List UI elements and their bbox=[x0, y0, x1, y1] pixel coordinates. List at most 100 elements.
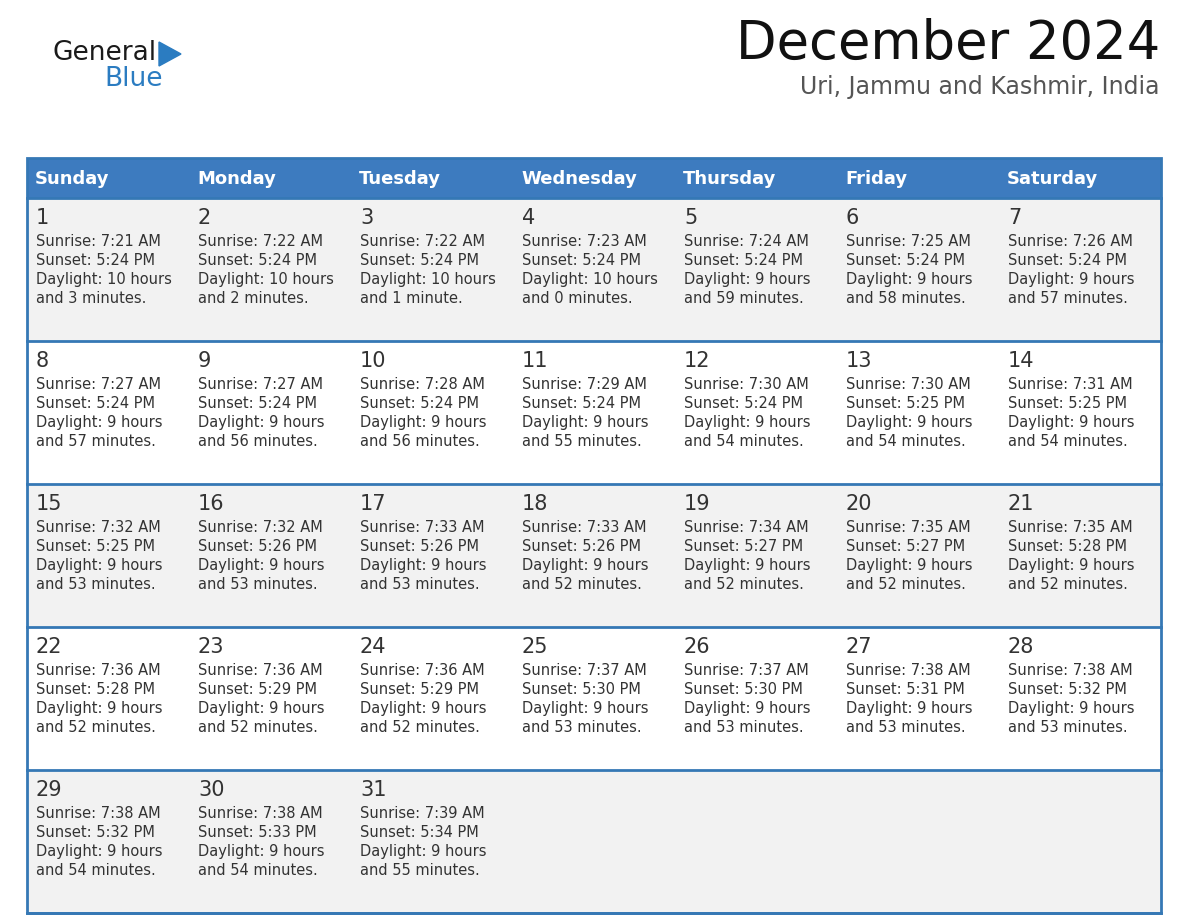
Text: and 52 minutes.: and 52 minutes. bbox=[522, 577, 642, 592]
Text: Sunrise: 7:37 AM: Sunrise: 7:37 AM bbox=[684, 663, 809, 678]
Text: and 55 minutes.: and 55 minutes. bbox=[360, 863, 480, 878]
Text: and 59 minutes.: and 59 minutes. bbox=[684, 291, 803, 306]
Text: Sunset: 5:24 PM: Sunset: 5:24 PM bbox=[36, 253, 154, 268]
Text: and 53 minutes.: and 53 minutes. bbox=[522, 720, 642, 735]
Text: 31: 31 bbox=[360, 780, 386, 800]
Text: and 54 minutes.: and 54 minutes. bbox=[198, 863, 317, 878]
Text: Sunrise: 7:26 AM: Sunrise: 7:26 AM bbox=[1007, 234, 1133, 249]
Text: Sunset: 5:32 PM: Sunset: 5:32 PM bbox=[1007, 682, 1126, 697]
Text: Sunset: 5:24 PM: Sunset: 5:24 PM bbox=[846, 253, 965, 268]
Text: 17: 17 bbox=[360, 494, 386, 514]
Text: Sunrise: 7:33 AM: Sunrise: 7:33 AM bbox=[360, 520, 485, 535]
Bar bbox=[27, 158, 1161, 913]
Text: and 58 minutes.: and 58 minutes. bbox=[846, 291, 966, 306]
Text: Sunset: 5:24 PM: Sunset: 5:24 PM bbox=[360, 396, 479, 411]
Text: 28: 28 bbox=[1007, 637, 1035, 657]
Text: 14: 14 bbox=[1007, 351, 1035, 371]
Text: and 53 minutes.: and 53 minutes. bbox=[684, 720, 803, 735]
Text: Sunday: Sunday bbox=[36, 170, 109, 188]
Text: and 52 minutes.: and 52 minutes. bbox=[1007, 577, 1127, 592]
Text: Sunrise: 7:23 AM: Sunrise: 7:23 AM bbox=[522, 234, 646, 249]
Text: Sunset: 5:28 PM: Sunset: 5:28 PM bbox=[1007, 539, 1127, 554]
Text: Uri, Jammu and Kashmir, India: Uri, Jammu and Kashmir, India bbox=[801, 75, 1159, 99]
Text: Sunset: 5:24 PM: Sunset: 5:24 PM bbox=[360, 253, 479, 268]
Polygon shape bbox=[159, 42, 181, 66]
Text: Daylight: 9 hours: Daylight: 9 hours bbox=[846, 701, 973, 716]
Text: and 2 minutes.: and 2 minutes. bbox=[198, 291, 309, 306]
Text: Sunset: 5:25 PM: Sunset: 5:25 PM bbox=[846, 396, 965, 411]
Text: 6: 6 bbox=[846, 208, 859, 228]
Text: and 52 minutes.: and 52 minutes. bbox=[684, 577, 804, 592]
Text: Sunrise: 7:32 AM: Sunrise: 7:32 AM bbox=[36, 520, 160, 535]
Text: and 52 minutes.: and 52 minutes. bbox=[36, 720, 156, 735]
Text: Daylight: 9 hours: Daylight: 9 hours bbox=[684, 272, 810, 287]
Text: 3: 3 bbox=[360, 208, 373, 228]
Text: Sunset: 5:24 PM: Sunset: 5:24 PM bbox=[684, 396, 803, 411]
Text: Daylight: 9 hours: Daylight: 9 hours bbox=[684, 558, 810, 573]
Text: 25: 25 bbox=[522, 637, 549, 657]
Text: Sunrise: 7:21 AM: Sunrise: 7:21 AM bbox=[36, 234, 160, 249]
Text: Sunset: 5:25 PM: Sunset: 5:25 PM bbox=[36, 539, 154, 554]
Text: Sunset: 5:24 PM: Sunset: 5:24 PM bbox=[522, 396, 640, 411]
Text: Sunrise: 7:39 AM: Sunrise: 7:39 AM bbox=[360, 806, 485, 821]
Text: 30: 30 bbox=[198, 780, 225, 800]
Text: and 57 minutes.: and 57 minutes. bbox=[36, 434, 156, 449]
Text: and 0 minutes.: and 0 minutes. bbox=[522, 291, 632, 306]
Text: Sunset: 5:28 PM: Sunset: 5:28 PM bbox=[36, 682, 154, 697]
Text: Sunrise: 7:36 AM: Sunrise: 7:36 AM bbox=[198, 663, 322, 678]
Text: Sunrise: 7:22 AM: Sunrise: 7:22 AM bbox=[198, 234, 323, 249]
Text: Sunrise: 7:25 AM: Sunrise: 7:25 AM bbox=[846, 234, 971, 249]
Text: Sunrise: 7:32 AM: Sunrise: 7:32 AM bbox=[198, 520, 323, 535]
Text: Daylight: 9 hours: Daylight: 9 hours bbox=[36, 558, 163, 573]
Text: Sunset: 5:27 PM: Sunset: 5:27 PM bbox=[846, 539, 965, 554]
Text: 29: 29 bbox=[36, 780, 63, 800]
Text: Sunrise: 7:30 AM: Sunrise: 7:30 AM bbox=[684, 377, 809, 392]
Text: Daylight: 9 hours: Daylight: 9 hours bbox=[522, 415, 649, 430]
Bar bbox=[27, 770, 1161, 913]
Text: and 54 minutes.: and 54 minutes. bbox=[684, 434, 803, 449]
Text: Sunrise: 7:38 AM: Sunrise: 7:38 AM bbox=[1007, 663, 1132, 678]
Text: 19: 19 bbox=[684, 494, 710, 514]
Text: 13: 13 bbox=[846, 351, 872, 371]
Text: Sunset: 5:34 PM: Sunset: 5:34 PM bbox=[360, 825, 479, 840]
Text: and 1 minute.: and 1 minute. bbox=[360, 291, 462, 306]
Text: Sunrise: 7:33 AM: Sunrise: 7:33 AM bbox=[522, 520, 646, 535]
Text: Daylight: 9 hours: Daylight: 9 hours bbox=[198, 415, 324, 430]
Text: Tuesday: Tuesday bbox=[359, 170, 441, 188]
Text: Sunrise: 7:34 AM: Sunrise: 7:34 AM bbox=[684, 520, 809, 535]
Text: Wednesday: Wednesday bbox=[522, 170, 637, 188]
Text: 21: 21 bbox=[1007, 494, 1035, 514]
Text: Daylight: 9 hours: Daylight: 9 hours bbox=[522, 701, 649, 716]
Text: December 2024: December 2024 bbox=[735, 18, 1159, 70]
Text: and 53 minutes.: and 53 minutes. bbox=[36, 577, 156, 592]
Text: Daylight: 9 hours: Daylight: 9 hours bbox=[36, 844, 163, 859]
Text: Daylight: 9 hours: Daylight: 9 hours bbox=[1007, 701, 1135, 716]
Text: Sunset: 5:32 PM: Sunset: 5:32 PM bbox=[36, 825, 154, 840]
Text: Sunset: 5:24 PM: Sunset: 5:24 PM bbox=[198, 253, 317, 268]
Text: Daylight: 9 hours: Daylight: 9 hours bbox=[1007, 415, 1135, 430]
Text: Daylight: 10 hours: Daylight: 10 hours bbox=[36, 272, 172, 287]
Text: Sunset: 5:29 PM: Sunset: 5:29 PM bbox=[360, 682, 479, 697]
Text: and 54 minutes.: and 54 minutes. bbox=[846, 434, 966, 449]
Text: Daylight: 9 hours: Daylight: 9 hours bbox=[198, 701, 324, 716]
Text: and 53 minutes.: and 53 minutes. bbox=[360, 577, 480, 592]
Text: and 52 minutes.: and 52 minutes. bbox=[360, 720, 480, 735]
Text: Daylight: 9 hours: Daylight: 9 hours bbox=[198, 558, 324, 573]
Text: Sunrise: 7:38 AM: Sunrise: 7:38 AM bbox=[36, 806, 160, 821]
Text: General: General bbox=[52, 40, 156, 66]
Text: Sunrise: 7:27 AM: Sunrise: 7:27 AM bbox=[198, 377, 323, 392]
Text: Sunset: 5:24 PM: Sunset: 5:24 PM bbox=[522, 253, 640, 268]
Text: and 3 minutes.: and 3 minutes. bbox=[36, 291, 146, 306]
Text: 11: 11 bbox=[522, 351, 549, 371]
Text: Sunset: 5:24 PM: Sunset: 5:24 PM bbox=[36, 396, 154, 411]
Text: 22: 22 bbox=[36, 637, 63, 657]
Text: 26: 26 bbox=[684, 637, 710, 657]
Text: Sunset: 5:26 PM: Sunset: 5:26 PM bbox=[522, 539, 640, 554]
Text: Sunrise: 7:24 AM: Sunrise: 7:24 AM bbox=[684, 234, 809, 249]
Text: Sunrise: 7:22 AM: Sunrise: 7:22 AM bbox=[360, 234, 485, 249]
Text: and 55 minutes.: and 55 minutes. bbox=[522, 434, 642, 449]
Text: 23: 23 bbox=[198, 637, 225, 657]
Text: Daylight: 9 hours: Daylight: 9 hours bbox=[36, 415, 163, 430]
Text: Saturday: Saturday bbox=[1007, 170, 1099, 188]
Text: Sunset: 5:33 PM: Sunset: 5:33 PM bbox=[198, 825, 316, 840]
